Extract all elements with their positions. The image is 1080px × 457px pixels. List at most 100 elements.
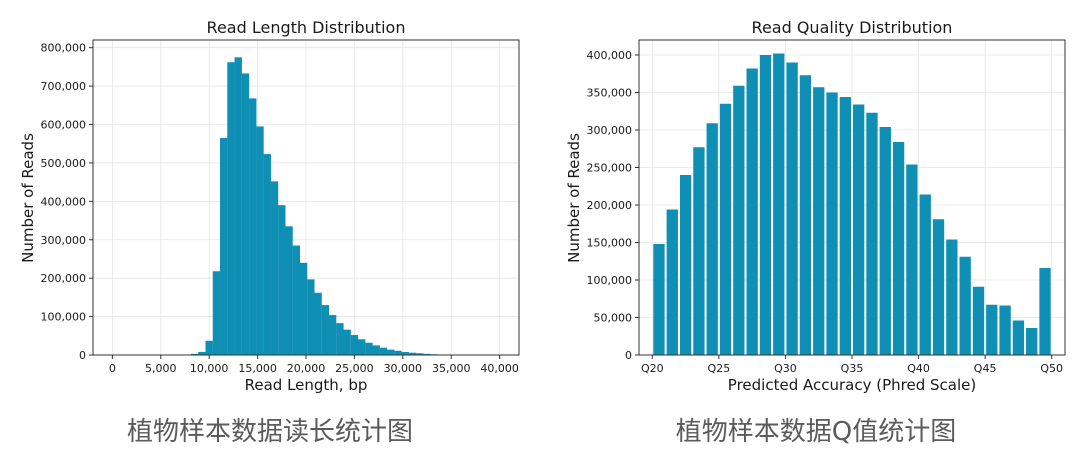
y-tick-label: 300,000 [41, 234, 87, 247]
x-tick-label: Q40 [907, 362, 930, 375]
y-tick-label: 400,000 [41, 195, 87, 208]
y-tick-label: 0 [625, 349, 632, 362]
x-tick-label: 25,000 [335, 362, 374, 375]
x-tick-label: Q20 [641, 362, 664, 375]
histogram-bar [959, 256, 971, 355]
histogram-bar [394, 350, 402, 355]
histogram-bar [357, 339, 366, 355]
histogram-bar [227, 62, 235, 355]
y-tick-label: 250,000 [587, 162, 633, 175]
y-tick-label: 150,000 [587, 237, 633, 250]
histogram-bar [906, 164, 918, 355]
histogram-bar [826, 92, 838, 355]
histogram-bar [241, 73, 250, 356]
histogram-bar [350, 335, 359, 355]
histogram-bar [234, 57, 242, 355]
y-tick-label: 400,000 [587, 49, 633, 62]
histogram-bar [343, 329, 351, 355]
histogram-bar [719, 103, 732, 355]
read-quality-chart: Read Quality Distribution Q20 Q25 Q30 Q35 Q4… [565, 18, 1066, 394]
y-tick-label: 800,000 [41, 42, 87, 55]
histogram-bar [299, 262, 308, 355]
histogram-bar [314, 292, 322, 355]
histogram-bar [746, 68, 758, 355]
histogram-bar [666, 209, 678, 355]
x-tick-label: Q35 [841, 362, 864, 375]
histogram-bar [401, 351, 409, 355]
chart-title: Read Quality Distribution [752, 18, 953, 37]
histogram-bar [307, 279, 315, 355]
y-tick-label: 200,000 [587, 199, 633, 212]
x-tick-label: 20,000 [287, 362, 326, 375]
histogram-bar [1026, 328, 1038, 355]
histogram-bar [999, 305, 1011, 355]
histogram-bar [839, 97, 852, 355]
histogram-bar [759, 55, 772, 355]
x-tick-label: 15,000 [238, 362, 277, 375]
histogram-bar [263, 154, 271, 355]
histogram-bar [336, 323, 344, 355]
histogram-bar [706, 123, 718, 355]
y-tick-label: 500,000 [41, 157, 87, 170]
histogram-bar [372, 345, 380, 355]
histogram-bar [408, 352, 417, 355]
histogram-bar [220, 137, 228, 355]
histogram-bar [799, 75, 812, 355]
histogram-bar [892, 142, 905, 355]
x-tick-label: 40,000 [480, 362, 519, 375]
x-tick-label: Q30 [774, 362, 797, 375]
histogram-bar [285, 226, 293, 355]
caption-read-quality: 植物样本数据Q值统计图 [676, 417, 956, 447]
histogram-bar [693, 147, 705, 355]
histogram-bar [919, 194, 931, 355]
histogram-bar [653, 244, 665, 355]
y-tick-label: 100,000 [41, 311, 87, 324]
y-tick-label: 350,000 [587, 87, 633, 100]
histogram-bar [379, 347, 388, 355]
histogram-bar [270, 181, 279, 355]
histogram-bar [212, 271, 221, 355]
read-length-chart: Read Length Distribution 0 5,000 10,000 15,… [19, 18, 520, 394]
x-tick-label: Q25 [708, 362, 731, 375]
histogram-bar [387, 349, 395, 355]
x-tick-label: 10,000 [190, 362, 229, 375]
histogram-bar [986, 304, 998, 355]
y-tick-label: 200,000 [41, 272, 87, 285]
x-tick-label: 0 [109, 362, 116, 375]
y-tick-label: 700,000 [41, 80, 87, 93]
histogram-bar [932, 219, 945, 355]
y-tick-label: 100,000 [587, 274, 633, 287]
histogram-bar [198, 351, 206, 355]
x-axis-label: Read Length, bp [245, 376, 368, 394]
x-tick-label: Q45 [974, 362, 997, 375]
chart-title: Read Length Distribution [207, 18, 406, 37]
histogram-bar [365, 342, 373, 355]
histogram-bar [423, 353, 431, 355]
caption-read-length: 植物样本数据读长统计图 [127, 417, 413, 447]
y-axis-label: Number of Reads [565, 133, 583, 263]
x-tick-label: Q50 [1040, 362, 1063, 375]
histogram-bar [852, 104, 865, 355]
histogram-bar [278, 205, 286, 355]
histogram-bar [1039, 268, 1051, 355]
x-axis-label: Predicted Accuracy (Phred Scale) [728, 376, 976, 394]
y-tick-label: 300,000 [587, 124, 633, 137]
histogram-bar [946, 239, 958, 355]
histogram-bar [256, 126, 264, 356]
x-tick-label: 30,000 [384, 362, 423, 375]
histogram-bar [1012, 320, 1025, 355]
histogram-bar [249, 98, 257, 355]
y-tick-label: 50,000 [594, 312, 633, 325]
histogram-bar [879, 127, 891, 355]
histogram-bar [813, 87, 825, 355]
histogram-bar [205, 340, 213, 355]
histogram-bar [292, 245, 300, 355]
histogram-bar [972, 286, 985, 355]
histogram-bar [416, 353, 424, 355]
y-tick-label: 600,000 [41, 119, 87, 132]
histogram-bar [321, 305, 330, 355]
histogram-bar [786, 62, 798, 355]
histogram-bar [773, 53, 785, 355]
histogram-bar [866, 112, 878, 355]
